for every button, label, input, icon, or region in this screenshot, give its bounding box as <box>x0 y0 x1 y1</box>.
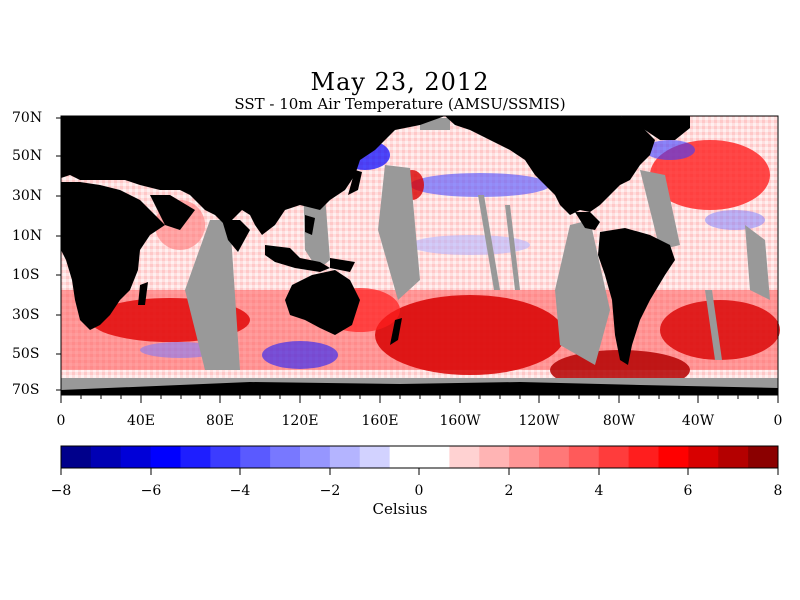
nodata-strip-pacific-diagonal-2 <box>505 205 520 290</box>
colorbar-label-0: 0 <box>414 483 424 499</box>
colorbar-swatch <box>688 446 719 468</box>
land-philippines <box>305 215 315 235</box>
colorbar-swatch <box>240 446 271 468</box>
lat-label-30n: 30N <box>12 188 43 204</box>
colorbar-swatch <box>449 446 480 468</box>
land-north-america <box>445 116 655 215</box>
lon-label-40e: 40E <box>126 413 156 429</box>
colorbar-label-8: 8 <box>773 483 783 499</box>
lat-label-70n: 70N <box>12 110 43 126</box>
patch-cool-equatorial-pacific <box>410 235 530 255</box>
land-new-zealand <box>390 318 402 345</box>
lat-label-10n: 10N <box>12 228 43 244</box>
patch-warm-south-pacific <box>375 295 565 375</box>
colorbar-swatch <box>479 446 510 468</box>
colorbar-swatch <box>329 446 361 468</box>
land-indonesia <box>265 245 330 272</box>
patch-cool-north-pacific <box>410 173 550 197</box>
colorbar-swatch <box>270 446 301 468</box>
land-antarctica <box>61 382 778 395</box>
lon-label-80w: 80W <box>602 413 636 429</box>
nodata-swath-indian <box>185 220 240 370</box>
colorbar-swatch <box>300 446 331 468</box>
lat-label-30s: 30S <box>12 307 40 323</box>
colorbar-units: Celsius <box>372 500 428 518</box>
lon-label-40w: 40W <box>681 413 715 429</box>
land-madagascar <box>138 282 148 305</box>
lat-ticks <box>56 117 61 391</box>
lon-label-160e: 160E <box>361 413 399 429</box>
colorbar-ticks <box>60 468 779 475</box>
colorbar-swatch <box>150 446 182 468</box>
colorbar-label-6: 6 <box>683 483 693 499</box>
colorbar-swatch <box>658 446 689 468</box>
map-title: May 23, 2012 <box>310 68 490 96</box>
colorbar-swatch <box>718 446 749 468</box>
colorbar-label-2: 2 <box>504 483 514 499</box>
colorbar-swatch <box>568 446 600 468</box>
colorbar-swatch <box>509 446 540 468</box>
lon-label-0-east: 0 <box>773 413 783 429</box>
lat-label-50s: 50S <box>12 346 40 362</box>
patch-warm-south-atlantic <box>660 300 780 360</box>
nodata-swath-south-atlantic <box>745 225 770 300</box>
land-eurasia <box>61 116 445 235</box>
land-japan <box>348 170 362 195</box>
lat-label-50n: 50N <box>12 148 43 164</box>
colorbar-swatch <box>628 446 660 468</box>
land-arabia <box>150 195 195 230</box>
patch-cool-labrador <box>645 140 695 160</box>
lon-label-160w: 160W <box>439 413 481 429</box>
nodata-swath-central-pacific <box>378 165 420 300</box>
colorbar-swatch <box>180 446 211 468</box>
land-south-america <box>598 228 675 365</box>
colorbar-swatch <box>210 446 241 468</box>
colorbar-swatch <box>120 446 152 468</box>
nodata-swath-east-pacific <box>555 220 610 365</box>
colorbar-swatch <box>90 446 122 468</box>
land <box>61 116 778 395</box>
nodata-strip-pacific-diagonal <box>478 195 500 290</box>
colorbar-swatch <box>748 446 779 468</box>
patch-cool-west-atlantic <box>705 210 765 230</box>
land-new-guinea <box>330 258 355 272</box>
colorbar <box>61 446 779 468</box>
colorbar-label-neg2: −2 <box>319 483 341 499</box>
colorbar-label-neg4: −4 <box>229 483 251 499</box>
map-subtitle: SST - 10m Air Temperature (AMSU/SSMIS) <box>234 95 566 113</box>
patch-cool-south-indian <box>262 341 338 369</box>
lat-label-10s: 10S <box>12 267 40 283</box>
colorbar-swatch <box>61 446 92 468</box>
land-greenland <box>620 116 690 140</box>
lon-label-0: 0 <box>56 413 66 429</box>
land-australia <box>285 270 360 335</box>
colorbar-swatch <box>419 446 450 468</box>
colorbar-label-neg6: −6 <box>140 483 162 499</box>
lon-label-120w: 120W <box>518 413 560 429</box>
lon-ticks <box>60 395 779 403</box>
colorbar-swatch <box>539 446 570 468</box>
nodata-strip-mid-atlantic <box>705 290 722 360</box>
colorbar-label-neg8: −8 <box>50 483 72 499</box>
lon-label-120e: 120E <box>281 413 319 429</box>
lon-label-80e: 80E <box>205 413 235 429</box>
land-central-america <box>575 212 600 230</box>
colorbar-swatch <box>359 446 391 468</box>
land-india <box>222 220 250 252</box>
colorbar-swatch <box>598 446 630 468</box>
colorbar-label-4: 4 <box>594 483 604 499</box>
lat-label-70s: 70S <box>12 382 40 398</box>
land-africa <box>61 182 165 330</box>
colorbar-swatch <box>389 446 421 468</box>
nodata-swath-north-atlantic <box>640 170 680 250</box>
